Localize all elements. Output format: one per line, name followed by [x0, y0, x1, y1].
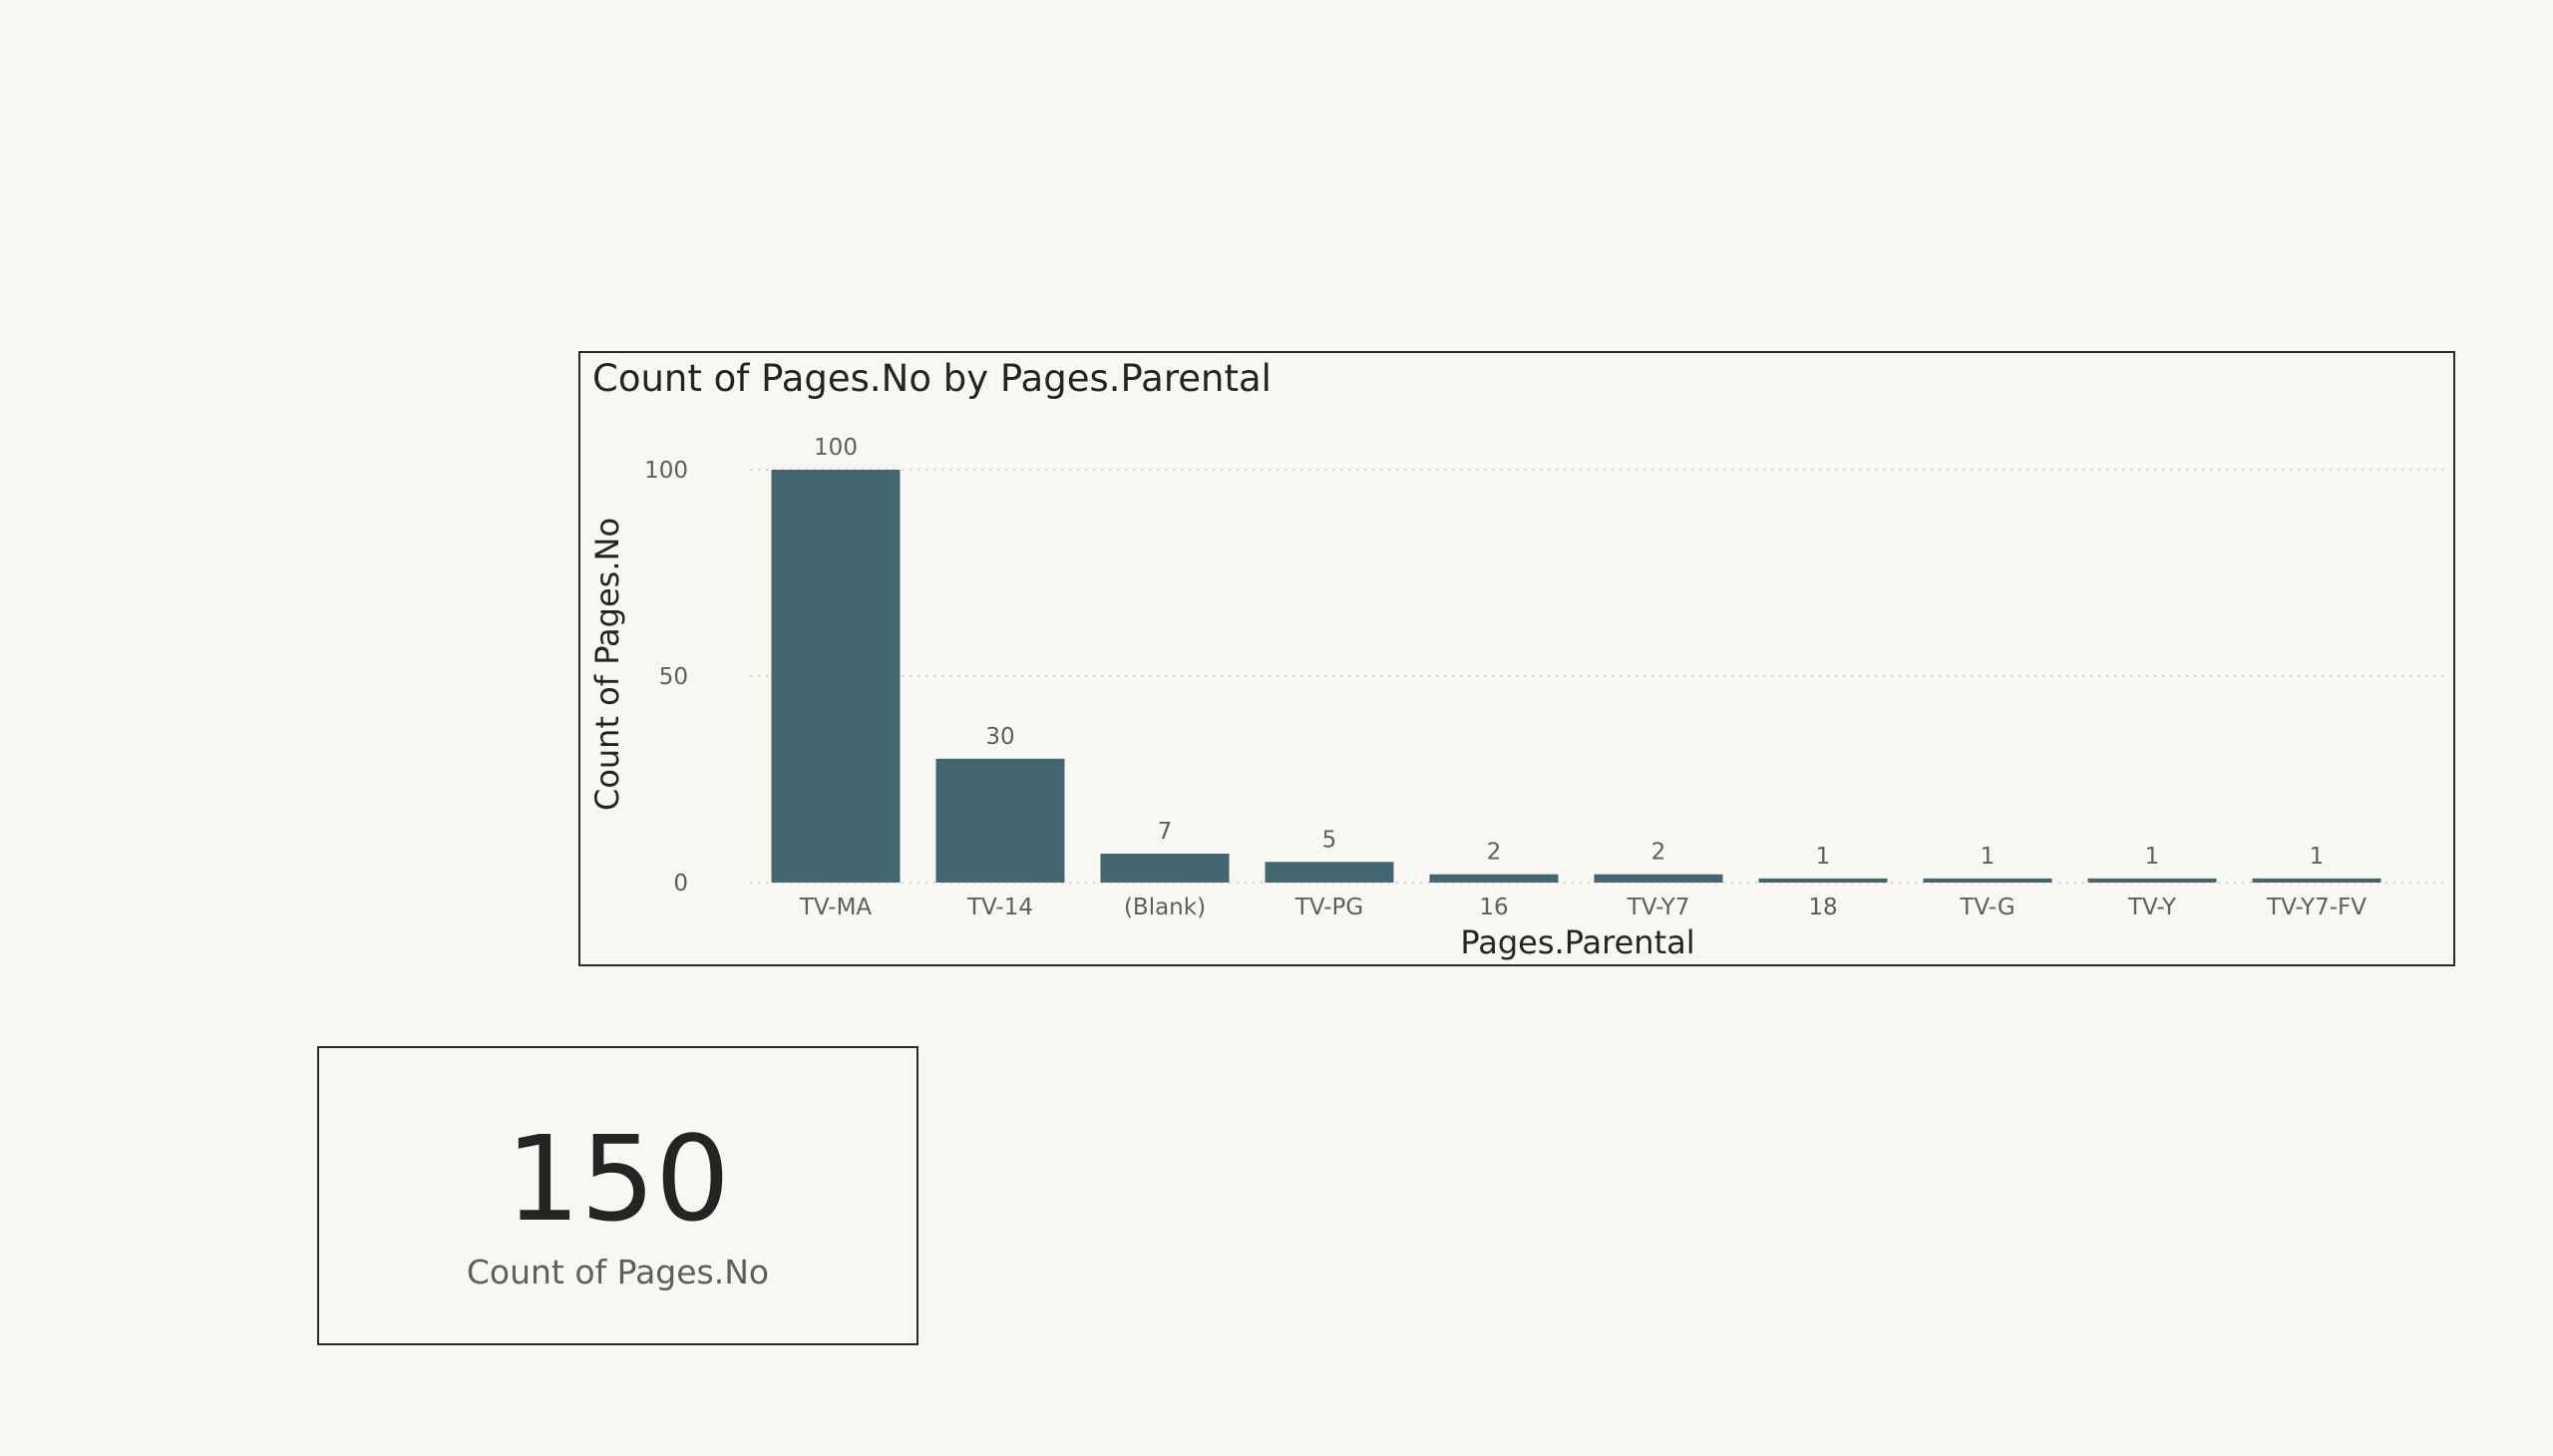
x-tick-label: TV-G	[1959, 895, 2014, 920]
data-label: 30	[985, 724, 1014, 750]
data-label: 2	[1651, 840, 1666, 866]
card-visual[interactable]: 150 Count of Pages.No	[317, 1046, 918, 1345]
y-tick-label: 50	[659, 664, 688, 690]
y-axis-title: Count of Pages.No	[588, 518, 626, 811]
bar[interactable]	[771, 470, 901, 883]
data-label: 1	[2145, 844, 2160, 870]
card-label: Count of Pages.No	[466, 1253, 770, 1291]
bar[interactable]	[1429, 874, 1559, 883]
data-label: 7	[1158, 819, 1173, 845]
data-label: 100	[814, 435, 858, 461]
x-tick-label: TV-Y	[2127, 895, 2177, 920]
bar[interactable]	[1758, 878, 1888, 883]
y-tick-label: 0	[673, 871, 688, 897]
x-tick-label: TV-PG	[1294, 895, 1363, 920]
bar[interactable]	[935, 758, 1065, 883]
card-value: 150	[505, 1110, 731, 1248]
bar[interactable]	[2087, 878, 2217, 883]
bar[interactable]	[1594, 874, 1723, 883]
data-label: 1	[1816, 844, 1831, 870]
bar[interactable]	[1923, 878, 2052, 883]
bar[interactable]	[2252, 878, 2381, 883]
bar[interactable]	[1265, 862, 1394, 883]
bar-chart-svg: 0 50 100 100 TV-MA 30 TV-14 7 (Blank) 5 TV-PG 2 16 2 T…	[588, 435, 2443, 961]
bar[interactable]	[1100, 854, 1230, 883]
x-tick-label: TV-Y7-FV	[2266, 895, 2367, 920]
data-label: 1	[1981, 844, 1996, 870]
x-tick-label: 16	[1479, 895, 1508, 920]
x-tick-label: TV-Y7	[1627, 895, 1690, 920]
y-tick-label: 100	[644, 458, 688, 484]
x-tick-label: (Blank)	[1124, 895, 1206, 920]
data-label: 5	[1322, 827, 1337, 853]
bar-chart-visual[interactable]: Count of Pages.No by Pages.Parental 0 50 1…	[578, 351, 2455, 966]
data-label: 2	[1487, 840, 1502, 866]
x-tick-label: TV-14	[966, 895, 1033, 920]
x-axis-title: Pages.Parental	[1460, 923, 1694, 961]
x-tick-label: TV-MA	[799, 895, 873, 920]
chart-title: Count of Pages.No by Pages.Parental	[592, 357, 1272, 400]
data-label: 1	[2310, 844, 2325, 870]
x-tick-label: 18	[1808, 895, 1837, 920]
